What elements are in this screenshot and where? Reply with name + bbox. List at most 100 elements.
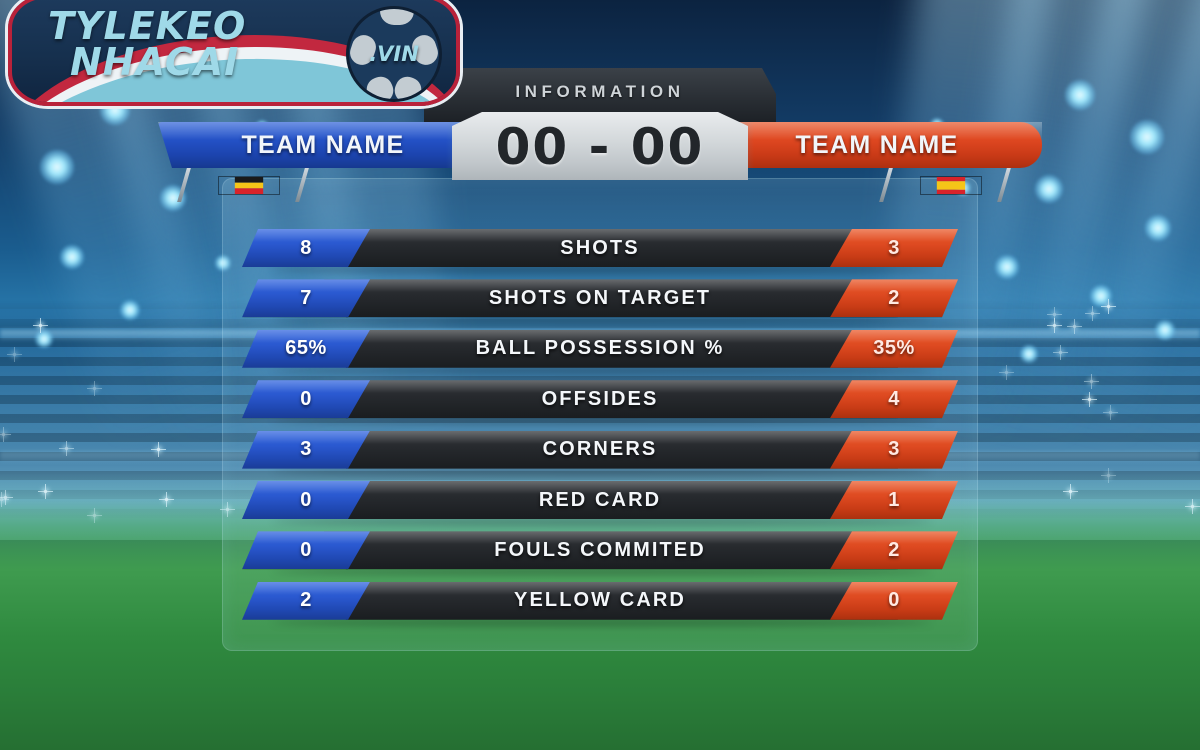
row-shadow xyxy=(272,417,932,425)
stat-away-value-plate: 3 xyxy=(830,229,958,267)
floodlight-orb xyxy=(215,255,231,271)
stat-home-value-plate: 65% xyxy=(242,329,370,368)
home-team-name: TEAM NAME xyxy=(241,130,405,159)
stat-label-plate xyxy=(324,581,898,620)
stadium-sparkle xyxy=(151,442,166,457)
stat-row: 3 3 CORNERS xyxy=(242,430,958,475)
stadium-sparkle xyxy=(87,381,102,396)
stat-home-value: 8 xyxy=(300,236,312,259)
stadium-sparkle xyxy=(7,347,22,362)
row-shadow xyxy=(272,266,932,273)
stat-label-plate xyxy=(324,329,898,368)
stadium-sparkle xyxy=(87,508,102,523)
scoreboard-header: INFORMATION TEAM NAME TEAM NAME 00 - 00 xyxy=(0,0,1200,215)
stadium-sparkle xyxy=(220,502,235,517)
stat-home-value: 7 xyxy=(300,286,312,309)
row-gloss xyxy=(324,581,898,595)
stat-row: 0 2 FOULS COMMITED xyxy=(242,531,958,576)
stat-away-value-plate: 3 xyxy=(830,430,958,469)
stadium-sparkle xyxy=(1053,345,1068,360)
away-team-name: TEAM NAME xyxy=(795,130,959,159)
stat-home-value-plate: 0 xyxy=(242,531,370,570)
row-gloss xyxy=(830,531,958,545)
stat-away-value: 0 xyxy=(888,589,900,612)
stat-away-value: 1 xyxy=(888,488,900,511)
row-gloss xyxy=(242,581,370,595)
score-plate: 00 - 00 xyxy=(452,112,748,180)
stadium-sparkle xyxy=(1047,318,1062,333)
row-gloss xyxy=(242,531,370,545)
stat-label: BALL POSSESSION % xyxy=(475,337,725,360)
stadium-sparkle xyxy=(159,492,174,507)
stadium-sparkle xyxy=(1085,306,1100,321)
site-logo[interactable]: TYLEKEO NHACAI .VIN xyxy=(8,0,460,106)
stat-row: 65% 35% BALL POSSESSION % xyxy=(242,329,958,374)
flag-spain-icon xyxy=(920,175,982,195)
stat-row: 2 0 YELLOW CARD xyxy=(242,581,958,626)
stadium-sparkle xyxy=(1067,319,1082,334)
stat-label: SHOTS xyxy=(560,236,640,259)
row-gloss xyxy=(242,229,370,242)
row-gloss xyxy=(324,380,898,394)
logo-line-2: NHACAI xyxy=(70,40,240,84)
stat-label-plate xyxy=(324,481,898,519)
stat-label-plate xyxy=(324,279,898,318)
flag-germany-icon xyxy=(218,175,280,195)
floodlight-orb xyxy=(1090,285,1112,307)
stat-label: YELLOW CARD xyxy=(514,589,686,612)
row-gloss xyxy=(830,481,958,494)
stat-row: 7 2 SHOTS ON TARGET xyxy=(242,279,958,324)
stat-away-value-plate: 2 xyxy=(830,279,958,318)
row-gloss xyxy=(242,481,370,494)
row-shadow xyxy=(272,618,932,626)
stat-away-value: 3 xyxy=(888,236,900,259)
row-gloss xyxy=(324,279,898,293)
home-flag-mount xyxy=(198,168,300,202)
stadium-sparkle xyxy=(1063,484,1078,499)
stadium-sparkle xyxy=(33,318,48,333)
stadium-sparkle xyxy=(38,484,53,499)
stat-away-value-plate: 0 xyxy=(830,581,958,620)
row-shadow xyxy=(272,518,932,525)
stadium-sparkle xyxy=(1185,499,1200,514)
row-gloss xyxy=(242,380,370,394)
floodlight-orb xyxy=(35,330,53,348)
floodlight-orb xyxy=(1065,80,1095,110)
stadium-sparkle xyxy=(0,492,9,507)
score-value: 00 - 00 xyxy=(495,118,705,176)
stadium-sparkle xyxy=(1101,468,1116,483)
stat-home-value-plate: 2 xyxy=(242,581,370,620)
soccer-ball-icon: .VIN xyxy=(346,6,442,102)
logo-line-1: TYLEKEO xyxy=(48,4,247,48)
information-label: INFORMATION xyxy=(515,82,685,101)
stat-away-value-plate: 2 xyxy=(830,531,958,570)
logo-body: TYLEKEO NHACAI .VIN xyxy=(8,0,460,106)
row-shadow xyxy=(272,316,932,324)
stat-label-plate xyxy=(324,430,898,469)
stat-home-value: 2 xyxy=(300,589,312,612)
row-gloss xyxy=(242,430,370,444)
stat-label: OFFSIDES xyxy=(541,387,659,410)
stat-label: SHOTS ON TARGET xyxy=(488,286,712,309)
stadium-sparkle xyxy=(1082,392,1097,407)
row-shadow xyxy=(272,467,932,475)
stat-label-plate xyxy=(324,380,898,419)
row-gloss xyxy=(830,229,958,242)
row-gloss xyxy=(242,279,370,293)
row-gloss xyxy=(324,481,898,494)
stadium-sparkle xyxy=(1101,299,1116,314)
stat-row: 8 3 SHOTS xyxy=(242,229,958,273)
stat-away-value: 2 xyxy=(888,538,900,561)
stat-label-plate xyxy=(324,229,898,267)
floodlight-orb xyxy=(60,245,84,269)
stat-away-value: 4 xyxy=(888,387,900,410)
stat-home-value: 0 xyxy=(300,538,312,561)
stat-away-value: 3 xyxy=(888,438,900,461)
stadium-sparkle xyxy=(1084,374,1099,389)
stadium-sparkle xyxy=(0,427,11,442)
stat-away-value-plate: 1 xyxy=(830,481,958,519)
stat-home-value-plate: 8 xyxy=(242,229,370,267)
floodlight-orb xyxy=(1145,215,1171,241)
row-gloss xyxy=(830,430,958,444)
floodlight-orb xyxy=(1155,320,1175,340)
